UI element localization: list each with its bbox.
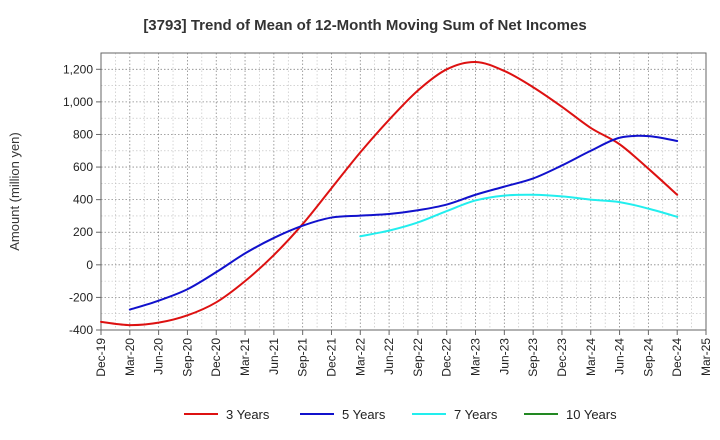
y-axis-label: Amount (million yen) xyxy=(7,132,22,251)
series-line-7-years xyxy=(359,193,679,238)
y-tick-label: 400 xyxy=(73,193,93,207)
x-tick-label: Sep-20 xyxy=(180,338,194,377)
series-lines xyxy=(100,60,679,327)
x-tick-label: Dec-24 xyxy=(670,338,684,377)
series-line-3-years xyxy=(100,60,679,327)
legend-label: 10 Years xyxy=(566,407,617,422)
x-tick-label: Dec-21 xyxy=(324,338,338,377)
y-tick-label: 800 xyxy=(73,127,93,141)
x-tick-label: Mar-24 xyxy=(584,338,598,376)
y-tick-label: -200 xyxy=(69,290,93,304)
x-tick-label: Dec-20 xyxy=(209,338,223,377)
x-tick-label: Sep-23 xyxy=(526,338,540,377)
legend-label: 5 Years xyxy=(342,407,386,422)
legend: 3 Years 5 Years 7 Years 10 Years xyxy=(184,407,617,422)
grid xyxy=(100,52,707,331)
axes: -400 -200 0 200 400 600 800 1,000 1,200 Dec-19 Mar… xyxy=(63,52,713,377)
legend-label: 3 Years xyxy=(226,407,270,422)
x-tick-label: Jun-21 xyxy=(267,338,281,375)
x-tick-label: Mar-25 xyxy=(699,338,713,376)
x-tick-label: Mar-21 xyxy=(238,338,252,376)
x-tick-label: Jun-22 xyxy=(382,338,396,375)
x-tick-label: Sep-22 xyxy=(411,338,425,377)
plot-frame xyxy=(100,52,707,331)
x-tick-label: Mar-20 xyxy=(123,338,137,376)
chart-title: [3793] Trend of Mean of 12-Month Moving … xyxy=(143,17,586,34)
y-tick-label: 1,200 xyxy=(63,62,93,76)
y-tick-label: 200 xyxy=(73,225,93,239)
y-tick-label: 600 xyxy=(73,160,93,174)
x-tick-label: Dec-23 xyxy=(555,338,569,377)
y-tick-label: 1,000 xyxy=(63,95,93,109)
x-tick-label: Mar-22 xyxy=(353,338,367,376)
x-tick-label: Jun-23 xyxy=(497,338,511,375)
x-tick-label: Jun-20 xyxy=(152,338,166,375)
legend-label: 7 Years xyxy=(454,407,498,422)
x-tick-label: Dec-19 xyxy=(94,338,108,377)
y-tick-label: 0 xyxy=(86,258,93,272)
x-tick-label: Dec-22 xyxy=(440,338,454,377)
series-line-5-years xyxy=(128,134,679,311)
x-tick-label: Mar-23 xyxy=(469,338,483,376)
x-tick-label: Sep-21 xyxy=(296,338,310,377)
x-tick-label: Jun-24 xyxy=(613,338,627,375)
y-tick-label: -400 xyxy=(69,323,93,337)
x-tick-label: Sep-24 xyxy=(641,338,655,377)
